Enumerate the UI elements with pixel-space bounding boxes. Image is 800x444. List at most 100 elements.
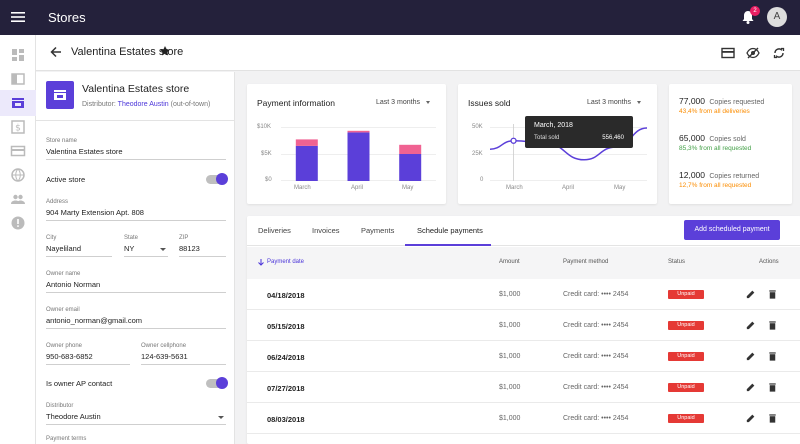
status-badge: Unpaid [668, 383, 704, 392]
stat-sold: 65,000 Copies sold 85,3% from all reques… [679, 133, 751, 152]
field-underline [179, 256, 226, 257]
credit-card-icon[interactable] [10, 143, 26, 159]
edit-icon[interactable] [745, 320, 756, 331]
cell-method: Credit card: •••• 2454 [563, 384, 629, 391]
delete-icon[interactable] [767, 320, 778, 331]
table-row[interactable]: 05/15/2018 $1,000 Credit card: •••• 2454… [247, 310, 800, 341]
svg-text:$: $ [15, 124, 21, 134]
status-badge: Unpaid [668, 290, 704, 299]
field-value: 904 Marty Extension Apt. 808 [46, 208, 144, 217]
bar-april-0 [347, 132, 370, 181]
grid-line [490, 180, 647, 181]
payment-info-card: Payment information Last 3 months $10K $… [247, 84, 446, 204]
owner-name-field[interactable]: Owner name Antonio Norman [46, 271, 226, 293]
store-icon[interactable] [10, 95, 26, 111]
tab-bar: Deliveries Invoices Payments Schedule pa… [247, 216, 800, 246]
cell-date: 05/15/2018 [267, 322, 305, 331]
range-select[interactable]: Last 3 months [376, 99, 430, 106]
store-name-field[interactable]: Store name Valentina Estates store [46, 138, 226, 160]
table-row[interactable]: 07/27/2018 $1,000 Credit card: •••• 2454… [247, 372, 800, 403]
add-scheduled-payment-button[interactable]: Add scheduled payment [684, 220, 780, 240]
owner-cellphone-field[interactable]: Owner cellphone 124-639-5631 [141, 343, 226, 365]
credit-card-icon[interactable] [721, 46, 735, 60]
payment-terms-field[interactable]: Payment terms [46, 436, 226, 444]
tab-invoices[interactable]: Invoices [312, 226, 340, 235]
edit-icon[interactable] [745, 351, 756, 362]
header-status: Status [668, 259, 686, 265]
state-select[interactable]: State NY [124, 235, 168, 257]
x-tick: April [562, 185, 575, 191]
active-store-toggle[interactable] [206, 173, 228, 185]
table-row[interactable]: 08/03/2018 $1,000 Credit card: •••• 2454… [247, 403, 800, 434]
stat-value: 12,000 [679, 170, 705, 180]
chevron-down-icon [160, 248, 166, 251]
tooltip-label: Total sold [534, 135, 560, 141]
table-row[interactable]: 06/24/2018 $1,000 Credit card: •••• 2454… [247, 341, 800, 372]
table-header: Payment date Amount Payment method Statu… [247, 247, 800, 279]
visibility-off-icon[interactable] [746, 46, 760, 60]
y-tick: 25K [472, 151, 483, 157]
delete-icon[interactable] [767, 351, 778, 362]
status-badge: Unpaid [668, 321, 704, 330]
stat-label: Copies sold [709, 136, 746, 143]
zip-field[interactable]: ZIP 88123 [179, 235, 226, 257]
header-amount: Amount [499, 259, 520, 265]
tab-payments[interactable]: Payments [361, 226, 395, 235]
x-tick: March [506, 185, 523, 191]
status-badge: Unpaid [668, 352, 704, 361]
store-avatar [46, 81, 74, 109]
address-field[interactable]: Address 904 Marty Extension Apt. 808 [46, 199, 226, 221]
notification-badge: 2 [750, 6, 760, 16]
sync-icon[interactable] [772, 46, 786, 60]
cell-method: Credit card: •••• 2454 [563, 353, 629, 360]
cell-date: 07/27/2018 [267, 384, 305, 393]
distributor-select[interactable]: Distributor Theodore Austin [46, 403, 226, 425]
field-label: Owner email [46, 307, 80, 313]
nav-rail: $ [0, 35, 36, 444]
tab-schedule-payments[interactable]: Schedule payments [417, 226, 483, 235]
field-value: Nayeliland [46, 244, 82, 253]
field-value: Valentina Estates store [46, 147, 123, 156]
chevron-down-icon [425, 100, 430, 104]
globe-icon[interactable] [10, 167, 26, 183]
chart-tooltip: March, 2018 Total sold 556,460 [525, 116, 633, 148]
owner-phone-field[interactable]: Owner phone 950-683-6852 [46, 343, 130, 365]
edit-icon[interactable] [745, 382, 756, 393]
back-arrow-icon[interactable] [49, 45, 63, 59]
star-icon[interactable] [159, 45, 171, 57]
delete-icon[interactable] [767, 289, 778, 300]
field-value: 950-683-6852 [46, 352, 93, 361]
delete-icon[interactable] [767, 413, 778, 424]
people-icon[interactable] [10, 191, 26, 207]
active-store-row: Active store [46, 172, 228, 188]
bar-may-0 [399, 154, 422, 181]
info-icon[interactable] [10, 215, 26, 231]
range-select[interactable]: Last 3 months [587, 99, 641, 106]
owner-ap-toggle[interactable] [206, 377, 228, 389]
avatar[interactable]: A [767, 7, 787, 27]
edit-icon[interactable] [745, 413, 756, 424]
cell-amount: $1,000 [499, 291, 521, 298]
field-underline [46, 159, 226, 160]
dollar-icon[interactable]: $ [10, 119, 26, 135]
table-row[interactable]: 04/18/2018 $1,000 Credit card: •••• 2454… [247, 279, 800, 310]
store-header: Valentina Estates store Distributor: The… [46, 81, 226, 121]
book-icon[interactable] [10, 71, 26, 87]
stat-value: 65,000 [679, 133, 705, 143]
range-label: Last 3 months [376, 99, 420, 106]
owner-ap-label: Is owner AP contact [46, 379, 113, 388]
field-label: Owner cellphone [141, 343, 187, 349]
delete-icon[interactable] [767, 382, 778, 393]
tab-deliveries[interactable]: Deliveries [258, 226, 291, 235]
dashboard-icon[interactable] [10, 47, 26, 63]
edit-icon[interactable] [745, 289, 756, 300]
hover-point[interactable] [510, 137, 517, 144]
city-field[interactable]: City Nayeliland [46, 235, 112, 257]
arrow-down-icon [258, 259, 264, 266]
cell-date: 08/03/2018 [267, 415, 305, 424]
owner-email-field[interactable]: Owner email antonio_norman@gmail.com [46, 307, 226, 329]
menu-icon[interactable] [10, 9, 26, 25]
header-payment-date[interactable]: Payment date [267, 259, 305, 265]
distributor-link[interactable]: Theodore Austin [117, 101, 169, 108]
bar-may-1 [399, 144, 422, 154]
